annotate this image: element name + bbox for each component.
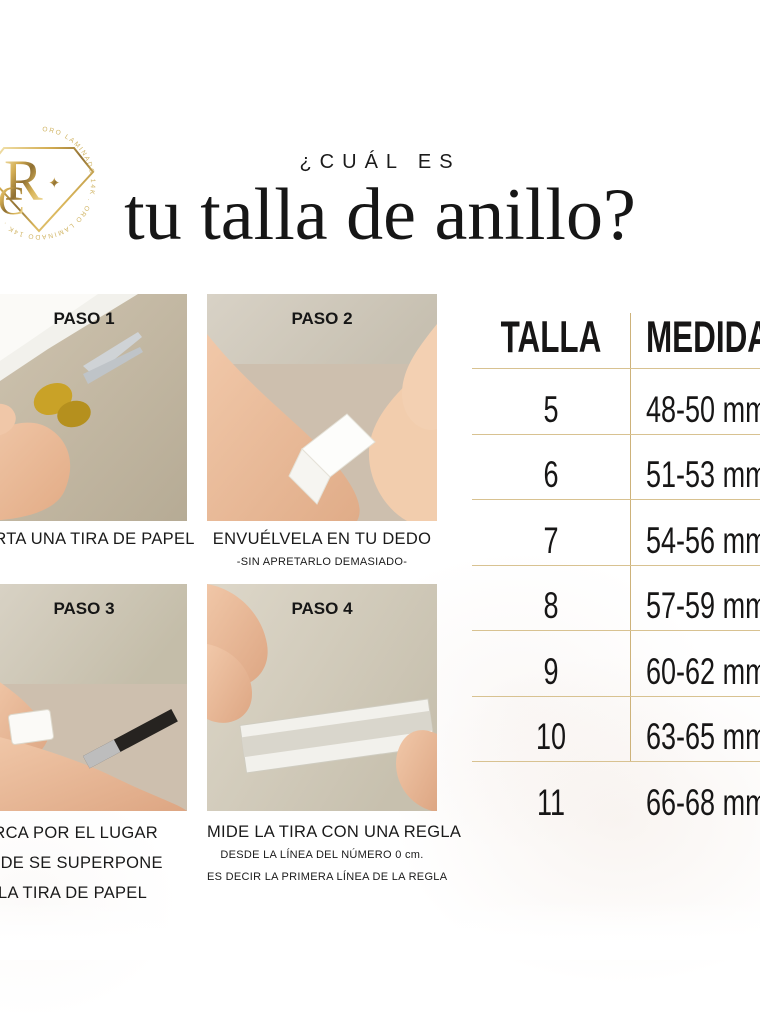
svg-text:PASO 4: PASO 4 [291, 599, 353, 618]
svg-text:PASO 1: PASO 1 [53, 309, 114, 328]
svg-text:PASO 2: PASO 2 [291, 309, 352, 328]
svg-text:PASO 3: PASO 3 [53, 599, 114, 618]
